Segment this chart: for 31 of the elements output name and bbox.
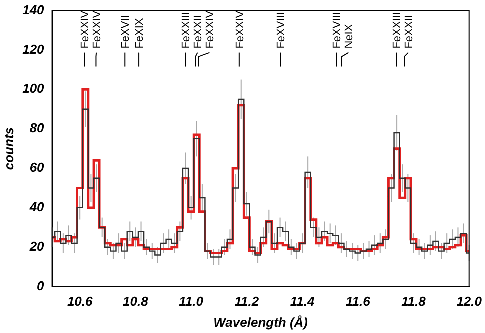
ref-line-label: FeXXIII: [180, 12, 193, 49]
y-tick-label: 60: [30, 160, 46, 176]
y-tick-label: 0: [37, 278, 46, 294]
x-tick-label: 11.4: [290, 294, 316, 310]
x-tick-label: 11.8: [402, 294, 427, 310]
y-tick-label: 80: [30, 120, 46, 136]
ref-line-label: FeXVII: [120, 15, 132, 49]
y-tick-label: 140: [22, 2, 46, 18]
x-tick-label: 10.6: [67, 294, 94, 310]
x-tick-label: 12.0: [456, 294, 483, 310]
ref-line-label: FeXXIV: [234, 10, 246, 49]
ref-line-label: FeXXIV: [92, 10, 104, 49]
x-axis-title: Wavelength (Å): [214, 314, 308, 330]
x-tick-label: 11.6: [346, 294, 372, 310]
y-tick-label: 120: [22, 42, 46, 57]
ref-line-label: FeXXIV: [204, 10, 217, 49]
ref-line-label: FeXXIV: [80, 10, 92, 49]
y-tick-label: 40: [28, 200, 46, 215]
x-tick-label: 11.0: [179, 294, 204, 310]
ref-line-label: NeIX: [344, 24, 356, 49]
ref-line-label: FeXVIII: [332, 12, 344, 49]
x-tick-label: 10.8: [123, 294, 150, 310]
ref-line-label: FeXXII: [404, 15, 416, 49]
ref-line-label: FeXVIII: [276, 12, 288, 49]
x-tick-label: 11.2: [234, 294, 260, 310]
y-axis-title: counts: [1, 127, 16, 170]
y-tick-label: 100: [22, 81, 46, 96]
ref-line-label: FeXIX: [134, 18, 146, 49]
ref-line-label: FeXXII: [192, 15, 205, 49]
ref-line-label: FeXXIII: [392, 12, 404, 49]
y-tick-label: 20: [28, 238, 46, 254]
